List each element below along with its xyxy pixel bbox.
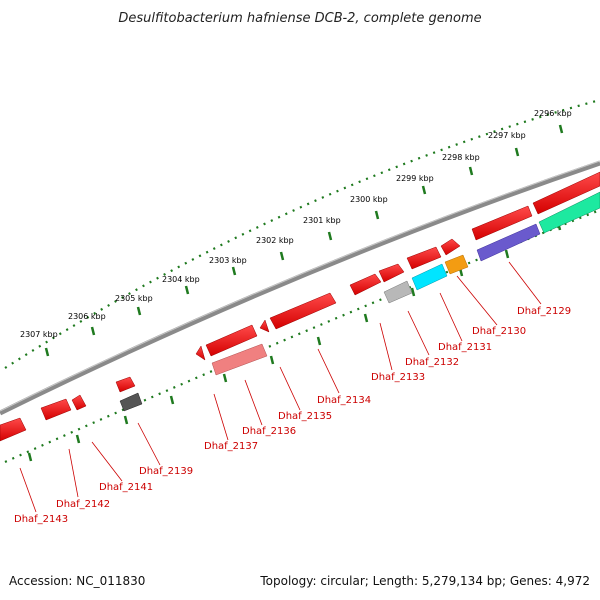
gene-feature[interactable]	[0, 417, 27, 442]
kbp-label: 2302 kbp	[256, 236, 294, 245]
gene-label[interactable]: Dhaf_2132	[405, 357, 459, 368]
gene-label[interactable]: Dhaf_2133	[371, 372, 425, 383]
gene-label[interactable]: Dhaf_2136	[242, 426, 296, 437]
gene-label[interactable]: Dhaf_2139	[139, 466, 193, 477]
gene-feature[interactable]	[476, 223, 541, 262]
gene-feature[interactable]	[538, 191, 600, 234]
gene-feature[interactable]	[211, 343, 268, 376]
gene-label[interactable]: Dhaf_2130	[472, 326, 526, 337]
gene-label[interactable]: Dhaf_2129	[517, 306, 571, 317]
kbp-label: 2299 kbp	[396, 174, 434, 183]
kbp-label: 2306 kbp	[68, 312, 106, 321]
kbp-label: 2304 kbp	[162, 275, 200, 284]
gene-feature[interactable]	[383, 280, 413, 304]
genome-backbone	[0, 160, 600, 416]
genes-forward	[0, 171, 600, 442]
map-title: Desulfitobacterium hafniense DCB-2, comp…	[118, 11, 481, 26]
gene-label[interactable]: Dhaf_2141	[99, 482, 153, 493]
gene-feature[interactable]	[406, 246, 442, 270]
kbp-label: 2305 kbp	[115, 294, 153, 303]
gene-label[interactable]: Dhaf_2134	[317, 395, 371, 406]
gene-label[interactable]: Dhaf_2135	[278, 411, 332, 422]
gene-feature[interactable]	[205, 324, 258, 357]
accession-text: Accession: NC_011830	[9, 574, 146, 588]
gene-feature[interactable]	[195, 345, 206, 361]
label-leader-lines	[19, 261, 542, 513]
genome-info-text: Topology: circular; Length: 5,279,134 bp…	[260, 574, 590, 588]
kbp-label: 2307 kbp	[20, 330, 58, 339]
kbp-label: 2298 kbp	[442, 153, 480, 162]
genes-reverse	[119, 191, 600, 412]
gene-feature[interactable]	[471, 205, 533, 241]
gene-feature[interactable]	[71, 394, 87, 411]
gene-label[interactable]: Dhaf_2142	[56, 499, 110, 510]
gene-feature[interactable]	[269, 292, 337, 330]
gene-feature[interactable]	[440, 238, 461, 256]
gene-label[interactable]: Dhaf_2131	[438, 342, 492, 353]
gene-label[interactable]: Dhaf_2137	[204, 441, 258, 452]
kbp-label: 2300 kbp	[350, 195, 388, 204]
kbp-label: 2303 kbp	[209, 256, 247, 265]
gene-feature[interactable]	[378, 263, 405, 283]
gene-feature[interactable]	[115, 376, 136, 393]
outer-scale-ring	[4, 98, 600, 369]
gene-feature[interactable]	[349, 273, 382, 296]
gene-feature[interactable]	[119, 392, 143, 412]
gene-feature[interactable]	[259, 319, 270, 333]
gene-feature[interactable]	[40, 398, 72, 421]
gene-feature[interactable]	[532, 171, 600, 215]
kbp-labels: 2296 kbp 2297 kbp 2298 kbp 2299 kbp 2300…	[20, 109, 572, 339]
kbp-label: 2301 kbp	[303, 216, 341, 225]
gene-feature[interactable]	[444, 254, 469, 275]
kbp-label: 2296 kbp	[534, 109, 572, 118]
gene-label[interactable]: Dhaf_2143	[14, 514, 68, 525]
kbp-label: 2297 kbp	[488, 131, 526, 140]
outer-major-ticks	[44, 124, 564, 357]
gene-labels: Dhaf_2129 Dhaf_2130 Dhaf_2131 Dhaf_2132 …	[14, 306, 571, 525]
gene-feature[interactable]	[411, 263, 448, 291]
